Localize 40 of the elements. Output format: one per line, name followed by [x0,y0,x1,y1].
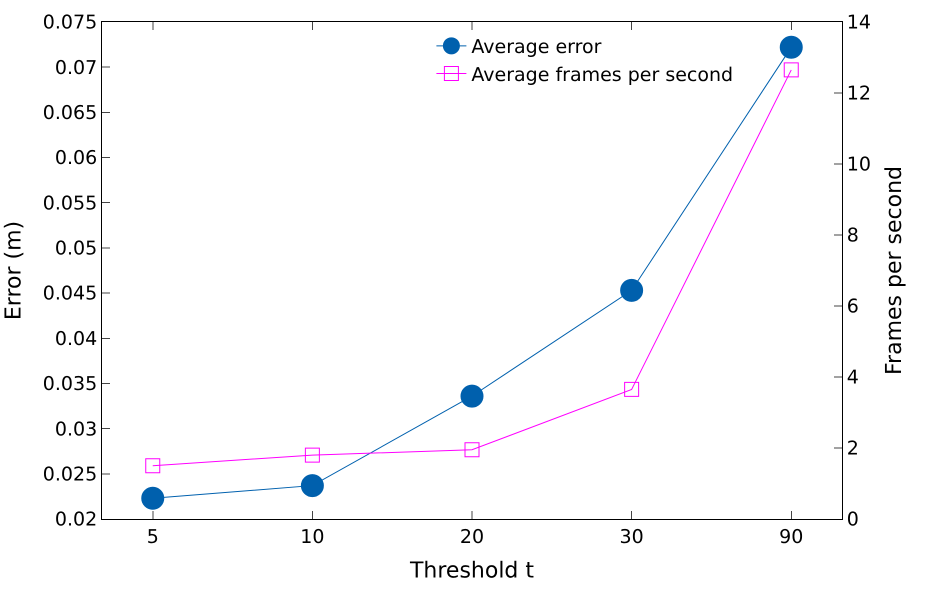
x-tick-label: 10 [300,526,324,548]
y-tick-label: 0.065 [42,102,98,124]
y2-tick-label: 14 [846,12,871,34]
y-tick-label: 0.03 [54,418,98,440]
point [304,448,320,463]
y-tick-label: 0.035 [42,373,98,396]
y-tick-label: 0.07 [54,56,98,79]
y-tick-label: 0.075 [42,12,98,34]
y2-tick-label: 4 [846,366,859,389]
y2-tick-label: 10 [846,154,871,176]
y-tick-label: 0.06 [54,147,98,170]
y2-tick-label: 8 [846,224,859,247]
y2-tick-label: 6 [846,296,859,318]
y2-tick-label: 0 [846,508,859,531]
point [624,382,640,397]
point [464,442,480,458]
legend-label: Average error [471,36,602,58]
point [460,384,484,408]
point [300,474,324,498]
y-tick-label: 0.045 [42,282,98,305]
y-tick-label: 0.055 [42,192,98,214]
point [784,62,799,78]
point [145,458,160,474]
legend-label: Average frames per second [471,64,734,86]
y2-tick-label: 12 [846,82,871,105]
point [141,486,164,510]
y-tick-label: 0.02 [54,508,98,531]
y-tick-label: 0.05 [54,238,98,260]
y2-tick-label: 2 [846,438,859,460]
y-tick-label: 0.04 [54,328,98,350]
y-axis-title: Error (m) [2,220,27,320]
y2-axis-title: Frames per second [882,166,907,375]
x-tick-label: 30 [620,526,644,548]
y-tick-label: 0.025 [42,463,98,486]
x-axis-title: Threshold t [408,558,534,584]
x-tick-label: 5 [146,526,159,548]
point [620,278,644,302]
point [780,36,803,59]
x-tick-label: 90 [779,526,804,548]
x-tick-label: 20 [460,526,484,548]
